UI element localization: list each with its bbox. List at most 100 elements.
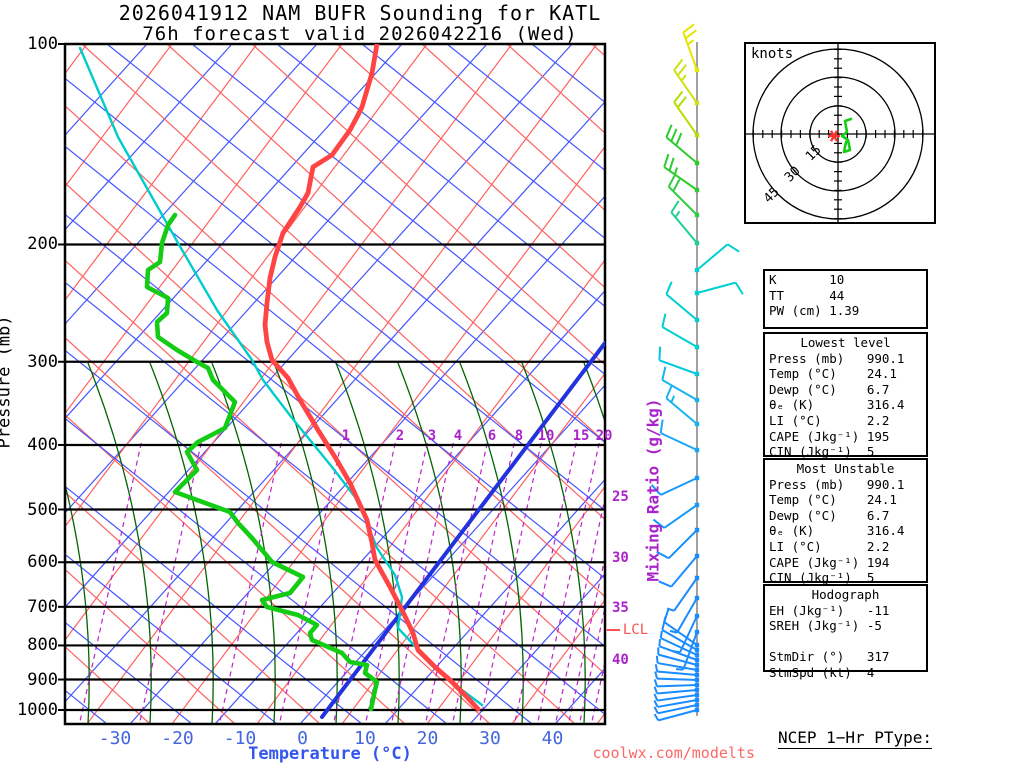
mixing-ratio-label: 2 xyxy=(395,428,405,444)
mixing-ratio-label: 6 xyxy=(487,428,497,444)
watermark-link[interactable]: coolwx.com/modelts xyxy=(592,744,755,762)
pressure-tick-label: 400 xyxy=(27,434,58,455)
info-row: Press (mb) 990.1 xyxy=(769,476,905,492)
temperature-tick-label: 10 xyxy=(354,728,376,749)
wind-barb xyxy=(653,702,700,715)
hodograph-units-label: knots xyxy=(751,46,794,62)
info-row: PW (cm) 1.39 xyxy=(769,303,860,319)
info-row: StmSpd (kt) 4 xyxy=(769,664,875,680)
wind-barb xyxy=(657,647,700,668)
mixing-ratio-label: 1 xyxy=(341,428,351,444)
pressure-tick-label: 900 xyxy=(27,669,58,690)
wind-barb xyxy=(653,679,700,688)
wind-barb xyxy=(658,553,700,588)
wind-barb xyxy=(661,313,700,350)
mixing-ratio-label: 40 xyxy=(612,652,629,668)
mixing-ratio-label: 20 xyxy=(595,428,613,444)
wind-barb xyxy=(663,153,700,193)
info-box-indices: K 10 TT 44 PW (cm) 1.39 xyxy=(763,269,928,329)
pressure-tick-label: 300 xyxy=(27,351,58,372)
wind-barb xyxy=(694,281,744,296)
wind-barb xyxy=(653,692,700,702)
mixing-ratio-label: 30 xyxy=(612,550,629,566)
temperature-tick-label: -30 xyxy=(98,728,132,749)
temperature-tick-label: 0 xyxy=(297,728,308,749)
wind-barb xyxy=(665,385,700,427)
info-row: TT 44 xyxy=(769,287,845,303)
info-row: StmDir (°) 317 xyxy=(769,649,890,665)
plot-border xyxy=(63,42,607,726)
pressure-tick-label: 1000 xyxy=(17,700,58,720)
info-row: θₑ (K) 316.4 xyxy=(769,397,905,413)
wind-barb xyxy=(658,346,700,377)
mixing-ratio-label: 15 xyxy=(572,428,590,444)
wind-barb xyxy=(654,664,700,678)
wind-barb xyxy=(666,575,700,612)
wind-barb xyxy=(653,697,700,708)
info-box-hodograph-stats: Hodograph EH (Jkg⁻¹) -11 SREH (Jkg⁻¹) -5 S… xyxy=(763,584,928,680)
temperature-tick-label: 30 xyxy=(479,728,501,749)
mixing-ratio-label: 4 xyxy=(453,428,463,444)
info-row xyxy=(769,634,922,650)
wind-barb xyxy=(661,366,700,403)
temperature-tick-label: 40 xyxy=(541,728,564,749)
info-row: Dewp (°C) 6.7 xyxy=(769,381,890,397)
chart-title-line1: 2026041912 NAM BUFR Sounding for KATL xyxy=(118,1,602,25)
wind-barb xyxy=(652,502,700,529)
wind-barb xyxy=(669,595,700,634)
wind-barb xyxy=(658,638,700,663)
ptype-heading: NCEP 1−Hr PType: xyxy=(777,728,933,749)
pressure-tick-label: 500 xyxy=(27,499,58,520)
info-row: EH (Jkg⁻¹) -11 xyxy=(769,602,890,618)
info-box-title: Hodograph xyxy=(811,587,880,602)
temperature-axis-title: Temperature (°C) xyxy=(248,744,412,764)
pressure-tick-label: 100 xyxy=(27,34,58,54)
temperature-curve xyxy=(262,44,481,712)
info-row: LI (°C) 2.2 xyxy=(769,538,890,554)
pressure-tick-label: 600 xyxy=(27,552,58,573)
temperature-tick-label: -10 xyxy=(223,728,257,749)
ptype-block: NCEP 1−Hr PType: None (0" L.E.) xyxy=(755,690,955,768)
info-row: SREH (Jkg⁻¹) -5 xyxy=(769,618,882,634)
mixing-ratio-label: 8 xyxy=(514,428,524,444)
wind-barb xyxy=(694,243,740,273)
info-row: Press (mb) 990.1 xyxy=(769,350,905,366)
info-row: K 10 xyxy=(769,272,845,287)
wind-barb xyxy=(682,23,700,73)
wind-barb xyxy=(659,419,700,453)
sounding-curves xyxy=(78,44,605,719)
info-box-title: Most Unstable xyxy=(796,461,895,476)
info-row: CIN (Jkg⁻¹) 5 xyxy=(769,570,875,586)
mixing-ratio-axis-title: Mixing Ratio (g/kg) xyxy=(643,398,663,582)
info-row: Temp (°C) 24.1 xyxy=(769,492,897,508)
storm-motion-marker xyxy=(828,130,840,142)
mixing-ratio-label: 10 xyxy=(537,428,555,444)
pressure-tick-label: 200 xyxy=(27,234,58,255)
info-box-most-unstable: Most Unstable Press (mb) 990.1 Temp (°C) 2… xyxy=(763,458,928,586)
wind-barb xyxy=(650,475,700,496)
wind-barb-column xyxy=(650,23,744,722)
info-row: LI (°C) 2.2 xyxy=(769,412,890,428)
temperature-tick-label: 20 xyxy=(416,728,439,749)
wind-barb xyxy=(653,686,700,695)
info-row: CIN (Jkg⁻¹) 5 xyxy=(769,444,875,460)
wind-barb xyxy=(665,281,700,323)
wind-barb xyxy=(661,616,700,653)
lcl-annotation: – LCL xyxy=(606,622,649,638)
temperature-tick-label: -20 xyxy=(161,728,194,749)
wind-barb xyxy=(655,655,700,673)
hodograph xyxy=(744,42,936,224)
pressure-axis-title: Pressure (mb) xyxy=(0,315,15,449)
wind-barb xyxy=(654,671,700,683)
wind-barb xyxy=(667,174,700,218)
wind-barb xyxy=(670,200,700,246)
hodograph-trace xyxy=(840,117,853,154)
info-row: Temp (°C) 24.1 xyxy=(769,366,897,382)
mixing-ratio-label: 25 xyxy=(612,489,629,505)
wind-barb xyxy=(665,124,700,166)
pressure-gridlines xyxy=(58,43,605,712)
wind-barb xyxy=(653,707,700,722)
dewpoint-curve xyxy=(144,212,380,712)
